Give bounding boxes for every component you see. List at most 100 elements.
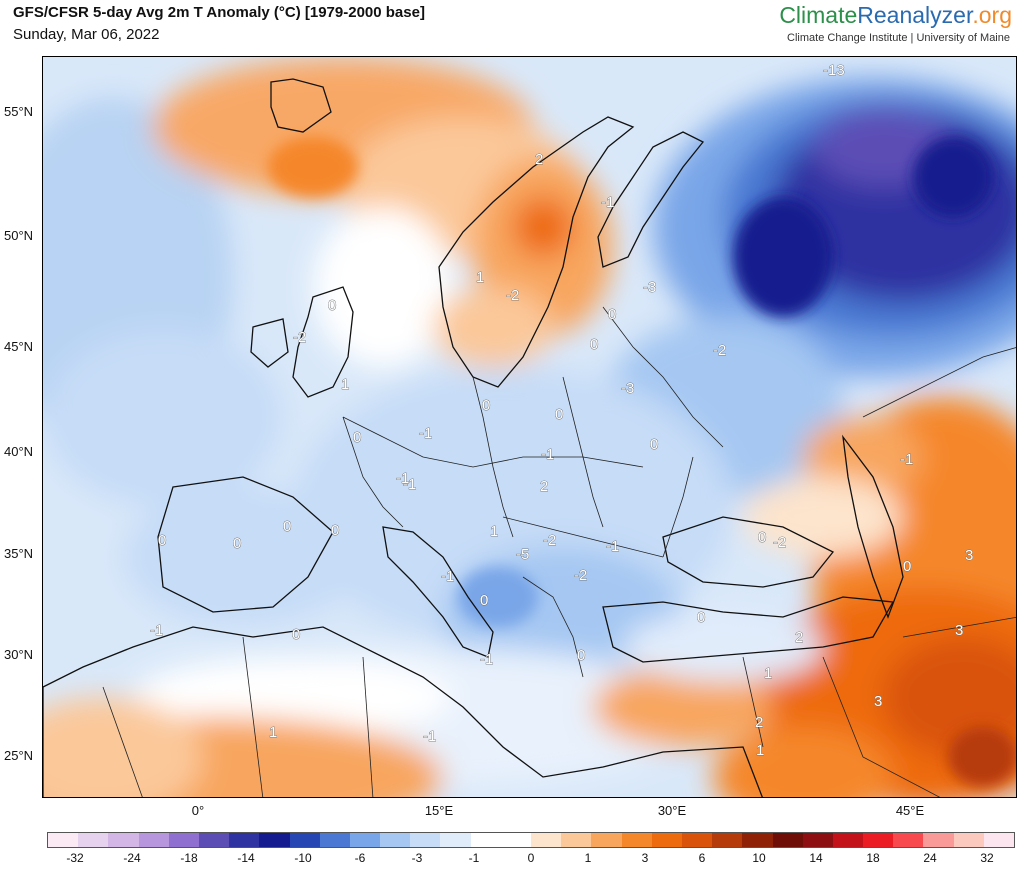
border-line-7 [522, 576, 584, 678]
contour-label: 0 [482, 397, 490, 414]
coastlines [43, 78, 904, 797]
contour-label: 0 [903, 558, 911, 575]
colorbar-cell [802, 833, 833, 847]
lat-label-55: 55°N [4, 104, 34, 119]
contour-label: 2 [755, 714, 763, 731]
anomaly-field [43, 57, 1016, 797]
colorbar-cell [410, 833, 441, 847]
colorbar-cell [349, 833, 381, 847]
lon-label-45e: 45°E [895, 803, 925, 818]
border-line-12 [742, 656, 764, 748]
iceland-outline [270, 78, 332, 133]
contour-label: 0 [480, 592, 488, 609]
colorbar-cell [531, 833, 562, 847]
contour-label: -2 [713, 342, 726, 359]
brand-part-climate: Climate [779, 2, 858, 28]
colorbar-cell [470, 833, 501, 847]
colorbar-label: -10 [294, 851, 312, 865]
colorbar-label: -32 [66, 851, 84, 865]
colorbar-label: 1 [584, 851, 592, 865]
contour-label: -1 [541, 446, 554, 463]
border-line-11 [362, 656, 374, 797]
lon-label-15e: 15°E [424, 803, 454, 818]
contour-label: -3 [643, 279, 656, 296]
brand-part-org: .org [972, 2, 1012, 28]
colorbar-cell [712, 833, 743, 847]
contour-label: 1 [476, 269, 484, 286]
black-sea-outline [662, 516, 835, 588]
contour-label: 3 [965, 547, 973, 564]
contour-label: 0 [590, 336, 598, 353]
contour-label: -1 [150, 622, 163, 639]
contour-label: 1 [269, 724, 277, 741]
border-line-2 [342, 416, 404, 528]
contour-label: 0 [758, 529, 766, 546]
contour-label: 0 [697, 609, 705, 626]
border-line-5 [602, 306, 724, 448]
border-line-13 [822, 656, 941, 797]
colorbar-cell [832, 833, 864, 847]
colorbar-label: 18 [866, 851, 880, 865]
contour-label: 2 [540, 478, 548, 495]
brand-logo[interactable]: ClimateReanalyzer.org [779, 2, 1012, 29]
contour-label: 0 [331, 522, 339, 539]
colorbar-cell [923, 833, 954, 847]
lat-label-30: 30°N [4, 647, 34, 662]
colorbar-label: 14 [809, 851, 823, 865]
country-borders [102, 306, 1016, 797]
colorbar-cell [259, 833, 290, 847]
colorbar-label: 6 [698, 851, 706, 865]
turkey-outline [602, 596, 895, 663]
contour-label: -2 [293, 329, 306, 346]
lon-label-30e: 30°E [657, 803, 687, 818]
colorbar-cell [772, 833, 803, 847]
border-line-10 [242, 636, 264, 797]
contour-label: 0 [577, 647, 585, 664]
contour-label: 1 [341, 376, 349, 393]
contour-label: -1 [900, 451, 913, 468]
finland-outline [597, 131, 705, 268]
border-line-3 [472, 376, 514, 538]
caspian-outline [842, 434, 904, 619]
contour-label: -1 [423, 728, 436, 745]
colorbar-cell [500, 833, 531, 847]
iberia-outline [157, 476, 334, 613]
contour-label: -3 [621, 380, 634, 397]
anomaly-map: -13 -2 1 2 -1 -3 0 -2 0 0 -3 -2 1 0 0 -1 0 0 -1 -1 0 0 -1 0 0 -5-… [42, 56, 1017, 798]
colorbar-cell [591, 833, 622, 847]
contour-label: 0 [650, 436, 658, 453]
contour-label: 1 [764, 665, 772, 682]
colorbar-cell [108, 833, 139, 847]
contour-label: 1 [756, 742, 764, 759]
colorbar-cell [319, 833, 350, 847]
contour-label: -2 [506, 287, 519, 304]
contour-label: 0 [353, 429, 361, 446]
contour-label: 0 [608, 306, 616, 323]
colorbar-cell [138, 833, 169, 847]
colorbar-cell [168, 833, 199, 847]
contour-label: -5 [516, 546, 529, 563]
border-line-4 [562, 376, 604, 528]
colorbar-cell [48, 833, 79, 847]
lon-label-0: 0° [191, 803, 205, 818]
contour-label: -1 [419, 425, 432, 442]
contour-label: 3 [874, 693, 882, 710]
britain-outline [292, 286, 354, 398]
contour-label: -1 [441, 568, 454, 585]
colorbar-label: -24 [123, 851, 141, 865]
colorbar-cell [198, 833, 230, 847]
contour-label: 2 [795, 629, 803, 646]
border-line-9 [102, 686, 143, 797]
colorbar-cell [893, 833, 924, 847]
anomaly-details [268, 137, 1016, 787]
ireland-outline [250, 318, 289, 368]
brand-part-reanalyzer: Reanalyzer [857, 2, 973, 28]
colorbar-label: -6 [354, 851, 366, 865]
colorbar-cell [863, 833, 894, 847]
contour-label: -1 [601, 194, 614, 211]
contour-label: -2 [574, 567, 587, 584]
colorbar-cell [742, 833, 773, 847]
colorbar-cell [983, 833, 1014, 847]
colorbar-label: 3 [641, 851, 649, 865]
colorbar-cell [953, 833, 984, 847]
